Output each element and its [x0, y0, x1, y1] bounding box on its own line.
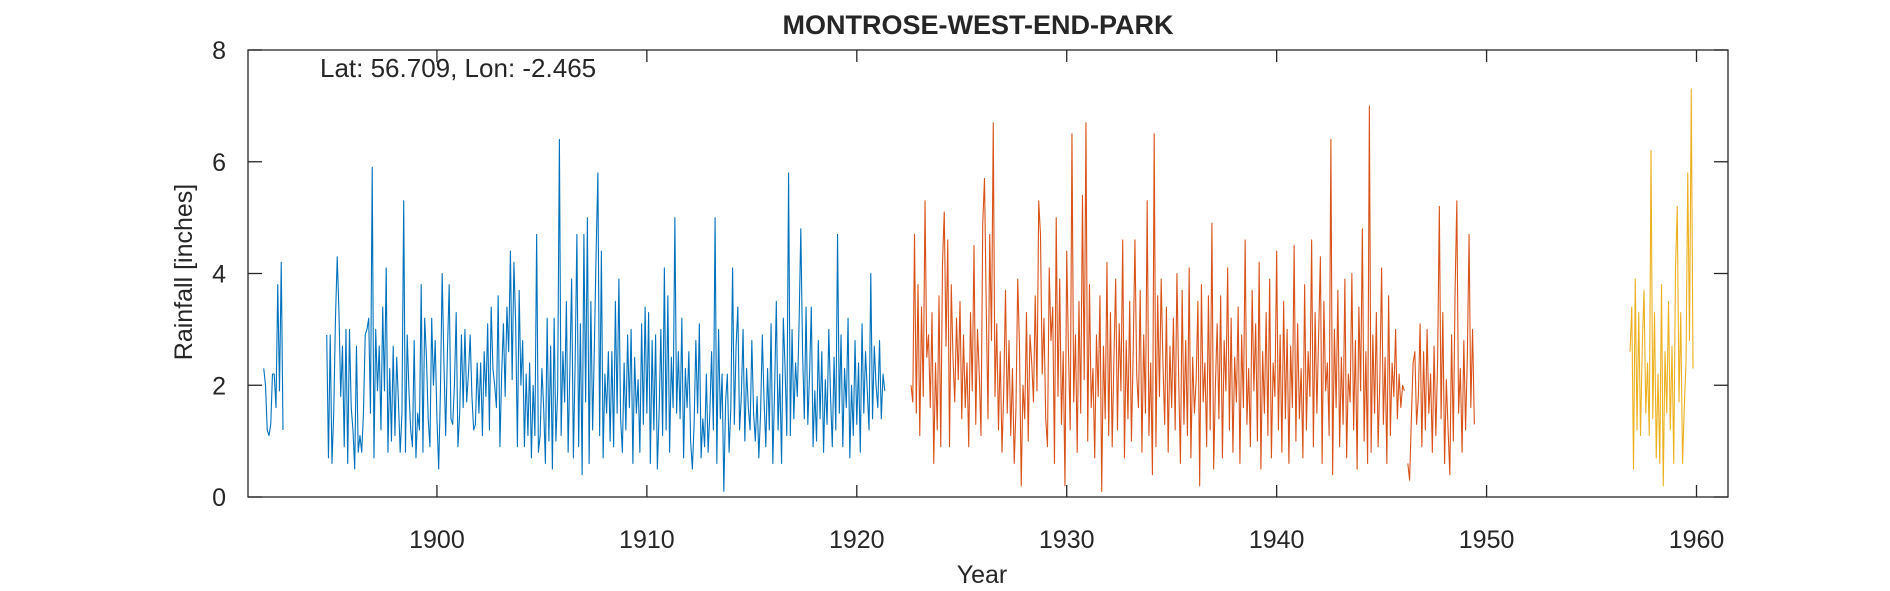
plot-area — [247, 49, 1729, 498]
x-tick-label: 1900 — [409, 526, 465, 554]
y-tick-label: 6 — [212, 149, 226, 177]
x-axis: 1900 1910 1920 1930 1940 1950 1960 — [409, 50, 1724, 554]
y-tick-label: 0 — [212, 484, 226, 512]
series-line-1 — [263, 138, 886, 492]
chart-title: MONTROSE-WEST-END-PARK — [783, 10, 1174, 40]
series-line-2 — [910, 105, 1475, 492]
x-tick-label: 1950 — [1459, 526, 1515, 554]
series-line-3 — [1629, 88, 1694, 487]
location-annotation: Lat: 56.709, Lon: -2.465 — [320, 53, 596, 83]
y-tick-label: 4 — [212, 261, 226, 289]
x-tick-label: 1930 — [1039, 526, 1095, 554]
x-tick-label: 1960 — [1669, 526, 1725, 554]
x-tick-label: 1940 — [1249, 526, 1305, 554]
y-axis-label: Rainfall [inches] — [170, 184, 198, 360]
y-tick-label: 8 — [212, 37, 226, 65]
x-tick-label: 1910 — [619, 526, 675, 554]
series-lines — [263, 88, 1694, 492]
y-axis: 0 2 4 6 8 — [212, 37, 1728, 512]
x-tick-label: 1920 — [829, 526, 885, 554]
x-axis-label: Year — [957, 561, 1008, 589]
y-tick-label: 2 — [212, 372, 226, 400]
